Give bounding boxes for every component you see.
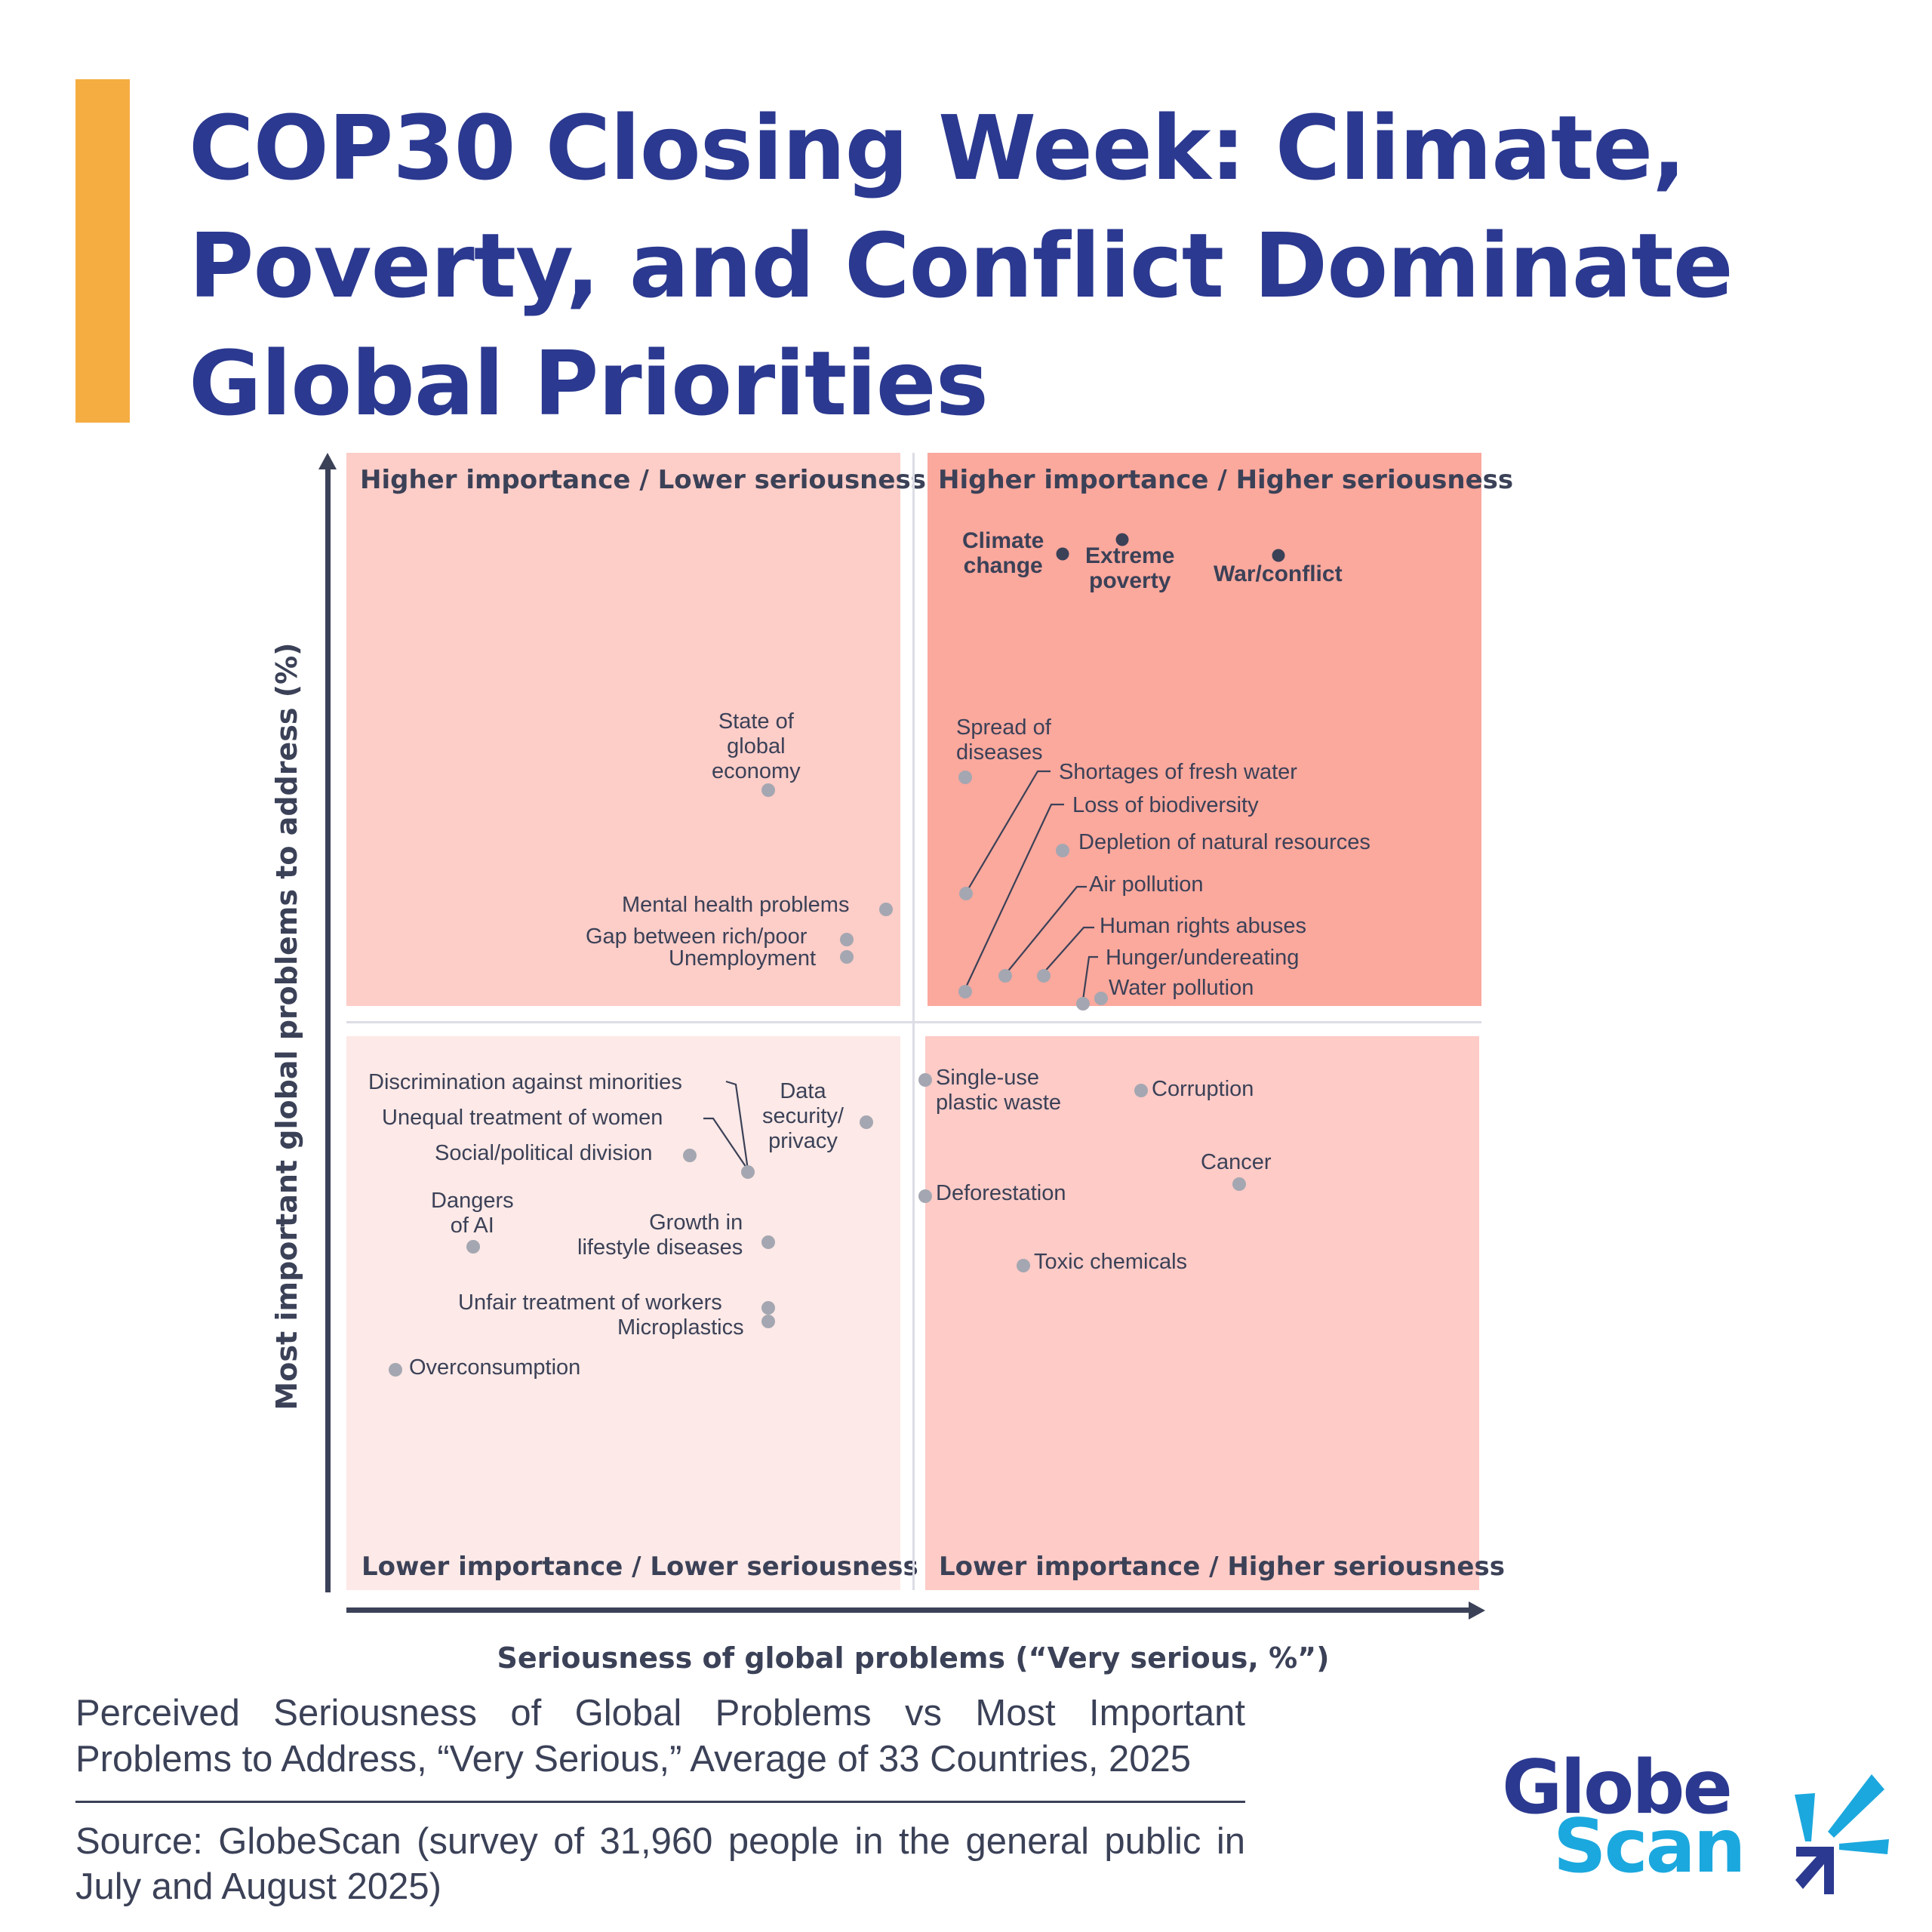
label-gap-rich-poor: Gap between rich/poor [586,924,808,949]
point-toxic-chemicals[interactable] [1017,1259,1030,1272]
logo-text-globe: Globe [1502,1745,1733,1831]
x-axis-label: Seriousness of global problems (“Very se… [497,1641,1330,1675]
label-single-use-plastic: Single-use plastic waste [936,1066,1062,1115]
x-axis-line [346,1607,1471,1613]
y-axis-label: Most important global problems to addres… [270,642,303,1411]
label-loss-biodiversity: Loss of biodiversity [1072,793,1259,817]
x-axis-arrow-icon [1469,1601,1485,1620]
title-line-1: COP30 Closing Week: Climate, [189,96,1686,200]
point-depletion-resources[interactable] [1056,844,1069,857]
point-water-pollution[interactable] [1094,992,1108,1005]
label-mental-health: Mental health problems [622,893,850,917]
y-axis-line [325,464,331,1592]
label-hunger: Hunger/undereating [1106,946,1300,970]
label-deforestation: Deforestation [936,1181,1066,1205]
label-state-global-economy: State of global economy [712,709,801,783]
point-overconsumption[interactable] [389,1363,402,1377]
point-air-pollution[interactable] [998,969,1012,983]
y-axis-arrow-icon [318,453,337,469]
label-war-conflict: War/conflict [1214,561,1343,586]
quadrant-bottom-left: Lower importance / Lower seriousness [346,1036,918,1590]
label-water-pollution: Water pollution [1109,976,1254,1000]
quadrant-label-top-right: Higher importance / Higher seriousness [938,465,1514,495]
vertical-divider [912,453,915,1590]
point-loss-biodiversity[interactable] [958,985,972,998]
point-shortages-fresh-water[interactable] [959,887,973,900]
point-extreme-poverty[interactable] [1115,533,1129,546]
point-deforestation[interactable] [918,1189,932,1203]
title-line-3: Global Priorities [189,331,989,435]
point-lifestyle-diseases[interactable] [761,1235,775,1249]
point-state-global-economy[interactable] [761,783,775,797]
page-title: COP30 Closing Week: Climate, Poverty, an… [189,89,1774,442]
label-data-security: Data security/privacy [762,1079,844,1153]
label-climate-change: Climate change [962,528,1044,578]
label-extreme-poverty: Extreme poverty [1085,543,1175,593]
label-human-rights: Human rights abuses [1100,914,1307,938]
label-dangers-ai: Dangers of AI [431,1189,514,1238]
label-discrimination: Discrimination against minorities [368,1070,682,1094]
point-gap-rich-poor[interactable] [840,933,854,946]
label-microplastics: Microplastics [617,1315,744,1340]
label-depletion-resources: Depletion of natural resources [1078,830,1371,854]
point-discrimination-unequal-women[interactable] [741,1165,755,1179]
point-war-conflict[interactable] [1272,549,1285,562]
point-hunger[interactable] [1076,997,1090,1011]
quadrant-bottom-right: Lower importance / Higher seriousness [925,1036,1505,1590]
label-corruption: Corruption [1152,1077,1254,1101]
point-mental-health[interactable] [879,903,893,916]
globescan-logo: Globe Scan [1502,1751,1924,1909]
accent-bar [75,79,130,423]
point-unfair-workers[interactable] [761,1301,775,1315]
quadrant-label-bottom-right: Lower importance / Higher seriousness [939,1552,1505,1582]
label-toxic-chemicals: Toxic chemicals [1034,1250,1188,1274]
label-shortages-fresh-water: Shortages of fresh water [1059,760,1297,784]
title-line-2: Poverty, and Conflict Dominate [189,214,1734,318]
label-social-division: Social/political division [435,1141,653,1165]
point-unemployment[interactable] [840,950,854,964]
quadrant-label-top-left: Higher importance / Lower seriousness [360,465,926,495]
label-lifestyle-diseases: Growth in lifestyle diseases [577,1211,743,1260]
label-air-pollution: Air pollution [1089,872,1204,897]
point-corruption[interactable] [1134,1084,1148,1097]
point-data-security[interactable] [860,1115,873,1129]
footer-divider [75,1801,1245,1803]
label-cancer: Cancer [1201,1150,1272,1174]
chart-caption: Perceived Seriousness of Global Problems… [75,1693,1245,1780]
source-note: Source: GlobeScan (survey of 31,960 peop… [75,1821,1245,1907]
label-overconsumption: Overconsumption [409,1355,581,1380]
label-unequal-women: Unequal treatment of women [382,1106,663,1130]
logo-burst-icon [1795,1774,1889,1894]
point-human-rights[interactable] [1037,969,1051,983]
quadrant-label-bottom-left: Lower importance / Lower seriousness [361,1552,918,1582]
point-spread-of-diseases[interactable] [958,771,972,784]
quadrant-top-left: Higher importance / Lower seriousness [346,453,926,1006]
point-cancer[interactable] [1232,1177,1246,1191]
label-unfair-workers: Unfair treatment of workers [458,1291,722,1315]
label-unemployment: Unemployment [669,946,817,971]
point-dangers-ai[interactable] [466,1240,480,1254]
point-single-use-plastic[interactable] [918,1073,932,1087]
label-spread-of-diseases: Spread of diseases [956,715,1051,764]
point-microplastics[interactable] [761,1315,775,1328]
point-climate-change[interactable] [1056,547,1069,561]
point-social-division[interactable] [683,1149,697,1162]
logo-text-scan: Scan [1553,1804,1746,1890]
